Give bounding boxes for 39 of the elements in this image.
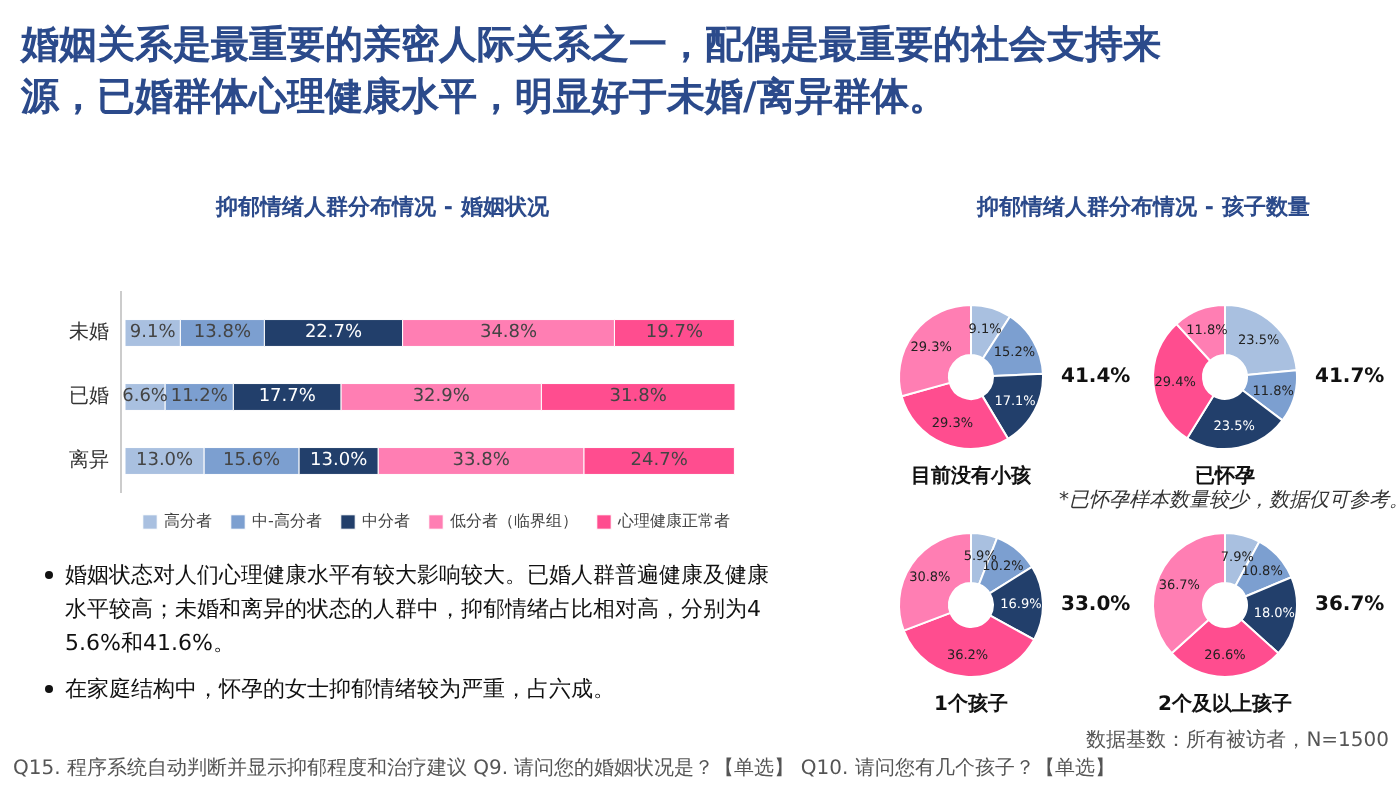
text: 数据基数：所有被访者，N=1500 [1086,728,1390,752]
text: 33.0% [1061,594,1131,616]
text: 36.7% [1315,594,1385,616]
legend-label: 中-高分者 [252,510,322,532]
y-tick-label: 未婚 [69,320,109,344]
text: 1个孩子 [934,692,1008,716]
data-label: 15.6% [223,451,282,471]
data-label: 31.8% [609,387,668,407]
text: 2个及以上孩子 [1158,692,1292,716]
data-label: 34.8% [479,323,539,343]
data-label: 24.7% [630,451,689,471]
y-tick-label: 已婚 [69,386,109,408]
legend-label: 中分者 [361,510,410,532]
data-label: 13.0% [310,451,369,471]
y-tick-label: 离异 [69,448,109,472]
legend-label: 低分者（临界组） [449,510,578,532]
data-label: 9.1% [129,323,177,343]
data-label: 22.7% [304,323,363,343]
text: 41.4% [1061,366,1131,388]
text: 41.7% [1315,366,1385,388]
data-label: 13.8% [193,323,252,343]
chart-title: 抑郁情绪人群分布情况 - 婚姻状况 [214,194,551,220]
data-label: 6.6% [122,387,169,407]
data-label: 11.2% [170,387,229,407]
text: *已怀孕样本数量较少，数据仅可参考。 [1059,488,1400,512]
data-label: 32.9% [412,387,471,407]
text: 婚姻关系是最重要的亲密人际关系之一，配偶是最重要的社会支持来源，已婚群体心理健康水平，明显好于未婚/离异群体。 [19,23,1161,119]
legend-label: 高分者 [164,510,212,532]
text: 已怀孕 [1195,464,1255,488]
data-label: 13.0% [135,451,195,471]
text: Q15. 程序系统自动判断并显示抑郁程度和治疗建议 Q9. 请问您的婚姻状况是？【单选】 Q10. 请问您有几个孩子？【单选】 [13,756,1115,780]
text: 目前没有小孩 [911,464,1033,488]
data-label: 33.8% [452,451,511,471]
data-label: 17.7% [258,387,317,407]
text: 婚姻状态对人们心理健康水平有较大影响较大。已婚人群普遍健康及健康水平较高；未婚和离异的状态的人群中，抑郁情绪占比相对高，分别为45.6%和41.6%。 [65,562,769,656]
text: 抑郁情绪人群分布情况 - 孩子数量 [975,194,1310,220]
data-label: 19.7% [645,323,704,343]
text: 在家庭结构中，怀孕的女士抑郁情绪较为严重，占六成。 [65,676,615,702]
legend-label: 心理健康正常者 [617,510,730,532]
